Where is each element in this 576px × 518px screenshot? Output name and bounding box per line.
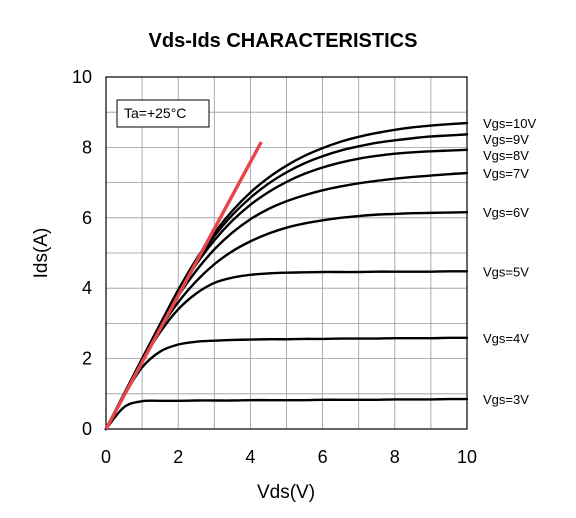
plot-frame	[105, 76, 468, 430]
x-tick-label: 2	[173, 447, 183, 467]
series-label: Vgs=3V	[483, 392, 529, 407]
reference-line-group	[104, 141, 263, 430]
series-label: Vgs=7V	[483, 166, 529, 181]
series-line	[104, 336, 469, 431]
x-tick-label: 6	[318, 447, 328, 467]
series-line	[104, 397, 469, 431]
x-tick-label: 10	[457, 447, 477, 467]
series-label: Vgs=8V	[483, 148, 529, 163]
tick-labels: 0 2 4 6 8 10 0 2 4 6 8 10	[72, 67, 477, 467]
series-line	[104, 121, 469, 431]
y-tick-label: 4	[82, 278, 92, 298]
x-tick-label: 0	[101, 447, 111, 467]
annotation-text: Ta=+25°C	[124, 105, 186, 121]
y-axis-label: Ids(A)	[31, 228, 52, 279]
y-tick-label: 0	[82, 419, 92, 439]
series-label: Vgs=5V	[483, 264, 529, 279]
y-tick-label: 6	[82, 208, 92, 228]
y-tick-label: 2	[82, 349, 92, 369]
series-label: Vgs=6V	[483, 205, 529, 220]
y-tick-label: 8	[82, 137, 92, 157]
reference-line	[104, 141, 263, 430]
series-labels: Vgs=3VVgs=4VVgs=5VVgs=6VVgs=7VVgs=8VVgs=…	[483, 116, 536, 407]
chart-title: Vds-Ids CHARACTERISTICS	[149, 30, 418, 52]
series-label: Vgs=10V	[483, 116, 536, 131]
annotation-frame	[116, 99, 210, 128]
y-tick-label: 10	[72, 67, 92, 87]
series-label: Vgs=4V	[483, 331, 529, 346]
series-label: Vgs=9V	[483, 132, 529, 147]
x-tick-label: 4	[245, 447, 255, 467]
annotation-box: Ta=+25°C	[116, 99, 210, 128]
x-axis-label: Vds(V)	[257, 482, 315, 503]
x-tick-label: 8	[390, 447, 400, 467]
series-line	[104, 270, 469, 431]
